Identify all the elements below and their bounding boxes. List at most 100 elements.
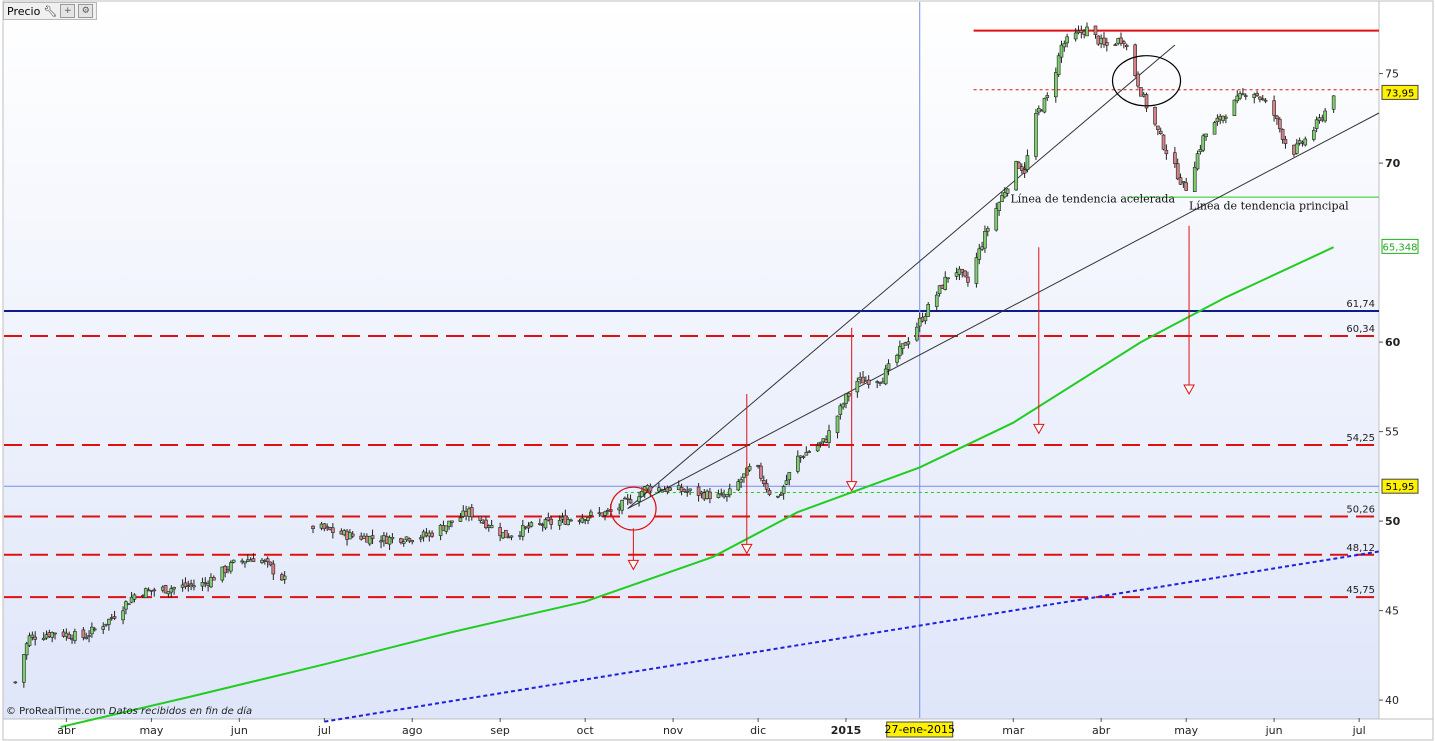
x-tick-label-2: jun bbox=[230, 724, 248, 737]
add-icon[interactable]: + bbox=[60, 4, 76, 18]
candle-body bbox=[399, 538, 403, 543]
candle bbox=[557, 515, 562, 530]
candle-body bbox=[521, 525, 525, 537]
candle-body bbox=[229, 562, 233, 572]
candle-body bbox=[1014, 161, 1018, 191]
candle bbox=[736, 478, 741, 492]
candle-body bbox=[1204, 133, 1208, 138]
candle bbox=[101, 622, 106, 635]
copyright-brand: © ProRealTime.com bbox=[6, 706, 106, 717]
candle bbox=[410, 539, 415, 545]
candle-body bbox=[796, 455, 800, 472]
candle bbox=[1017, 160, 1021, 169]
candle-body bbox=[818, 441, 823, 444]
candle bbox=[1085, 22, 1089, 37]
candle bbox=[589, 509, 593, 519]
candle bbox=[1153, 106, 1157, 127]
candle-body bbox=[727, 488, 732, 496]
candle-body bbox=[101, 626, 106, 630]
candle-body bbox=[84, 637, 89, 640]
candle bbox=[53, 632, 57, 640]
copyright-text: Datos recibidos en fin de día bbox=[108, 706, 253, 717]
candle bbox=[192, 579, 196, 591]
candle bbox=[489, 519, 494, 529]
candle-body bbox=[841, 403, 845, 408]
candle bbox=[506, 533, 511, 539]
y-axis-panel bbox=[1378, 0, 1434, 720]
panel-title: Precio bbox=[7, 4, 41, 18]
candle bbox=[759, 462, 763, 482]
candle bbox=[668, 486, 673, 492]
candle-body bbox=[506, 536, 511, 539]
candle bbox=[943, 271, 948, 291]
candle-body bbox=[983, 231, 987, 249]
candle-body bbox=[268, 561, 273, 566]
candle-body bbox=[1054, 72, 1058, 98]
level-label-3: 61,74 bbox=[1346, 299, 1375, 310]
candle-body bbox=[776, 495, 780, 498]
candle-body bbox=[1102, 37, 1106, 45]
candle-body bbox=[90, 626, 94, 635]
candle-body bbox=[1093, 25, 1098, 35]
candle-body bbox=[458, 517, 463, 522]
wrench-icon[interactable]: 🔧︎ bbox=[43, 4, 58, 18]
candle-body bbox=[1065, 36, 1069, 44]
candle bbox=[963, 270, 967, 278]
target-arrow-head-2 bbox=[845, 481, 858, 492]
annotation-layer: Línea de tendencia acelerada Línea de ten… bbox=[610, 55, 1349, 571]
candle bbox=[186, 580, 191, 592]
candle bbox=[1045, 92, 1050, 101]
candle-body bbox=[350, 533, 355, 537]
candle-body bbox=[192, 585, 196, 588]
candle-body bbox=[1175, 163, 1180, 180]
candle bbox=[211, 575, 216, 581]
candle bbox=[716, 489, 721, 499]
candle bbox=[73, 628, 77, 644]
cursor-date-label: 27-ene-2015 bbox=[885, 723, 955, 736]
candle-body bbox=[1323, 110, 1327, 122]
candle-body bbox=[183, 582, 188, 587]
trendline-1 bbox=[627, 112, 1380, 510]
candle-body bbox=[509, 535, 514, 538]
candle bbox=[1161, 134, 1166, 151]
candle-body bbox=[898, 346, 902, 356]
highlight-circle-0 bbox=[610, 486, 657, 531]
candle-body bbox=[1192, 167, 1197, 192]
candle-body bbox=[1113, 44, 1118, 46]
candle-body bbox=[1255, 92, 1259, 96]
candle bbox=[818, 441, 823, 448]
candle bbox=[546, 512, 551, 522]
candle bbox=[1275, 114, 1279, 125]
candle-body bbox=[1156, 125, 1160, 130]
candle-body bbox=[311, 525, 315, 529]
candle-body bbox=[886, 363, 891, 370]
settings-icon[interactable]: ⚙ bbox=[78, 4, 94, 18]
candle-body bbox=[1158, 130, 1163, 134]
candle bbox=[1224, 114, 1228, 124]
candle-body bbox=[1144, 94, 1149, 109]
candle bbox=[926, 302, 931, 317]
candle bbox=[166, 591, 171, 598]
candle-body bbox=[736, 481, 741, 491]
price-tag-label-1: 51,95 bbox=[1386, 482, 1415, 493]
candle bbox=[163, 584, 168, 594]
candle-body bbox=[682, 489, 687, 492]
candle-body bbox=[764, 483, 769, 490]
candle-body bbox=[1243, 95, 1248, 97]
candle-body bbox=[251, 558, 256, 562]
candle-body bbox=[1062, 43, 1067, 48]
candle bbox=[1323, 107, 1327, 123]
candle bbox=[1238, 91, 1242, 101]
candle-body bbox=[243, 561, 247, 564]
candle bbox=[251, 553, 256, 562]
candle-body bbox=[801, 456, 806, 458]
candle bbox=[1260, 94, 1265, 101]
candle bbox=[994, 202, 999, 232]
candle bbox=[1164, 144, 1169, 160]
candle-body bbox=[370, 535, 375, 539]
candle bbox=[1277, 116, 1282, 133]
candle bbox=[24, 641, 29, 660]
candle bbox=[569, 518, 573, 522]
candle bbox=[946, 277, 950, 283]
